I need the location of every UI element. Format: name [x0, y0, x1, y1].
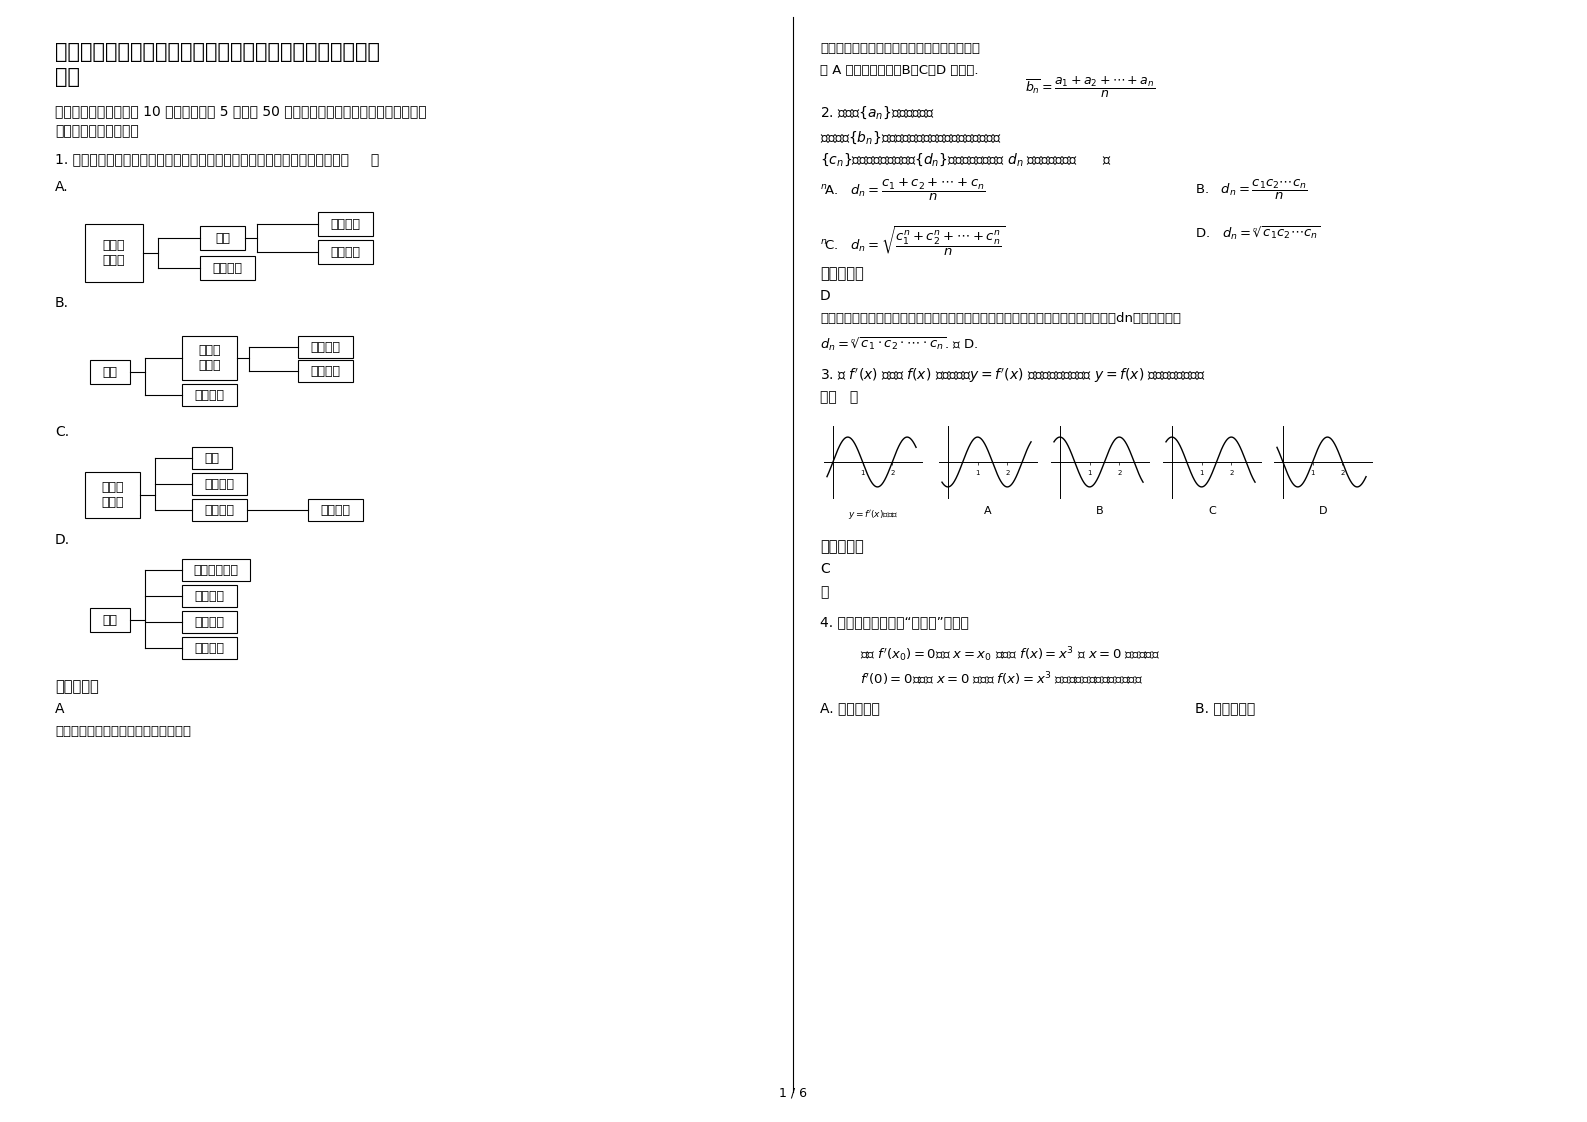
Text: 一、选择题：本大题共 10 小题，每小题 5 分，共 50 分。在每小题给出的四个选项中，只有: 一、选择题：本大题共 10 小题，每小题 5 分，共 50 分。在每小题给出的四…: [56, 104, 427, 118]
Text: 文科教师: 文科教师: [195, 616, 224, 628]
Text: 参考答案：: 参考答案：: [820, 266, 863, 280]
Text: 学校教职成员: 学校教职成员: [194, 563, 238, 577]
Text: D: D: [820, 289, 830, 303]
Text: 3. 设 $f'(x)$ 是函数 $f(x)$ 的导函数，$y=f'(x)$ 的图象如图所示，则 $y=f(x)$ 的图象最有可能的: 3. 设 $f'(x)$ 是函数 $f(x)$ 的导函数，$y=f'(x)$ 的…: [820, 367, 1206, 385]
Text: $y=f'(x)$的图象: $y=f'(x)$的图象: [847, 508, 898, 521]
Text: 学校教
职成员: 学校教 职成员: [103, 239, 125, 267]
FancyBboxPatch shape: [308, 499, 363, 521]
FancyBboxPatch shape: [192, 447, 232, 469]
FancyBboxPatch shape: [183, 335, 236, 380]
Text: A: A: [984, 506, 992, 516]
Text: 理科教师: 理科教师: [311, 340, 341, 353]
FancyBboxPatch shape: [298, 360, 352, 381]
Text: D.: D.: [56, 533, 70, 548]
Text: 教师: 教师: [103, 614, 117, 626]
Text: D: D: [1319, 506, 1327, 516]
Text: $d_n = \sqrt[n]{c_1 \cdot c_2 \cdot \cdots \cdot c_n}$. 选 D.: $d_n = \sqrt[n]{c_1 \cdot c_2 \cdot \cdo…: [820, 335, 979, 353]
FancyBboxPatch shape: [317, 212, 373, 236]
Text: 2. 若数列{$a_n$}是等差数列，: 2. 若数列{$a_n$}是等差数列，: [820, 104, 935, 121]
FancyBboxPatch shape: [183, 559, 251, 581]
Text: 略: 略: [820, 585, 828, 599]
Text: 如果 $f'(x_0)=0$，则 $x=x_0$ 是函数 $f(x)=x^3$ 在 $x=0$ 处的导数值: 如果 $f'(x_0)=0$，则 $x=x_0$ 是函数 $f(x)=x^3$ …: [860, 645, 1160, 664]
FancyBboxPatch shape: [200, 256, 256, 280]
Text: B.   $d_n = \dfrac{c_1 c_2 \cdots c_n}{n}$: B. $d_n = \dfrac{c_1 c_2 \cdots c_n}{n}$: [1195, 178, 1308, 202]
Text: 江苏省泰州市兴化乡中心中学高二数学理下学期期末试题含: 江苏省泰州市兴化乡中心中学高二数学理下学期期末试题含: [56, 42, 379, 62]
Text: A. 大前提错误: A. 大前提错误: [820, 701, 879, 715]
FancyBboxPatch shape: [183, 637, 236, 659]
Text: B. 小前提错误: B. 小前提错误: [1195, 701, 1255, 715]
Text: A.: A.: [56, 180, 68, 194]
FancyBboxPatch shape: [183, 585, 236, 607]
Text: D.   $d_n = \sqrt[n]{c_1 c_2 \cdots c_n}$: D. $d_n = \sqrt[n]{c_1 c_2 \cdots c_n}$: [1195, 224, 1320, 242]
Text: $^n\!$C.   $d_n = \sqrt{\dfrac{c_1^n+c_2^n+\cdots+c_n^n}{n}}$: $^n\!$C. $d_n = \sqrt{\dfrac{c_1^n+c_2^n…: [820, 224, 1005, 258]
FancyBboxPatch shape: [200, 226, 244, 250]
Text: 参考答案：: 参考答案：: [56, 679, 98, 695]
Text: 1. 学校教职成员、教师、后勤人员、理科教师、文科教师的结构图正确的是（     ）: 1. 学校教职成员、教师、后勤人员、理科教师、文科教师的结构图正确的是（ ）: [56, 151, 379, 166]
Text: B.: B.: [56, 296, 68, 310]
FancyBboxPatch shape: [90, 608, 130, 632]
Text: ，则数列{$b_n$}也为等差数列，类比这一性质可知，若: ，则数列{$b_n$}也为等差数列，类比这一性质可知，若: [820, 129, 1001, 146]
FancyBboxPatch shape: [183, 384, 236, 406]
Text: 1 / 6: 1 / 6: [779, 1087, 808, 1100]
Text: 理科教师: 理科教师: [330, 218, 360, 230]
Text: 文科教师: 文科教师: [311, 365, 341, 377]
Text: C.: C.: [56, 425, 70, 439]
Text: 教师: 教师: [214, 231, 230, 245]
Text: {$c_n$}是正项等比数列，且{$d_n$}也是等比数列，则 $d_n$ 的表达式应为（      ）: {$c_n$}是正项等比数列，且{$d_n$}也是等比数列，则 $d_n$ 的表…: [820, 151, 1111, 168]
Text: 理科教师和文科教师是并列关系，属于教师，: 理科教师和文科教师是并列关系，属于教师，: [820, 42, 981, 55]
Text: C: C: [820, 562, 830, 576]
FancyBboxPatch shape: [86, 472, 140, 518]
Text: $f'(0)=0$，所以 $x=0$ 是函数 $f(x)=x^3$ 的极值点。你认为以上推理的: $f'(0)=0$，所以 $x=0$ 是函数 $f(x)=x^3$ 的极值点。你…: [860, 670, 1143, 688]
Text: 解析: 解析: [56, 67, 79, 88]
Text: A: A: [56, 702, 65, 716]
Text: 4. 某人进行了如下的“三段论”推理：: 4. 某人进行了如下的“三段论”推理：: [820, 615, 970, 629]
Text: 教师: 教师: [205, 451, 219, 465]
Text: $\overline{b_n} = \dfrac{a_1+a_2+\cdots+a_n}{n}$: $\overline{b_n} = \dfrac{a_1+a_2+\cdots+…: [1025, 75, 1155, 100]
Text: 参考答案：: 参考答案：: [820, 539, 863, 554]
Text: 学校教
职成员: 学校教 职成员: [198, 344, 221, 373]
Text: 理科教师: 理科教师: [321, 504, 351, 516]
Text: 文科教师: 文科教师: [205, 504, 235, 516]
Text: 后勤人员: 后勤人员: [195, 388, 224, 402]
Text: C: C: [1208, 506, 1216, 516]
Text: 文科教师: 文科教师: [330, 246, 360, 258]
Text: 将等差数列中的加法和除法分别类比成等比数列中的乘法和开方，可得在等比数列中dn的表达式应为: 将等差数列中的加法和除法分别类比成等比数列中的乘法和开方，可得在等比数列中dn的…: [820, 312, 1181, 325]
Text: 故 A 中结构图正确，B、C、D 不正确.: 故 A 中结构图正确，B、C、D 不正确.: [820, 64, 979, 77]
FancyBboxPatch shape: [192, 499, 248, 521]
Text: $^n\!$A.   $d_n = \dfrac{c_1+c_2+\cdots+c_n}{n}$: $^n\!$A. $d_n = \dfrac{c_1+c_2+\cdots+c_…: [820, 178, 986, 203]
Text: 教师: 教师: [103, 366, 117, 378]
FancyBboxPatch shape: [86, 224, 143, 282]
Text: 后勤人员: 后勤人员: [213, 261, 243, 275]
Text: 学校教
职成员: 学校教 职成员: [102, 481, 124, 509]
Text: 理科教师: 理科教师: [195, 589, 224, 603]
Text: 后勤人员: 后勤人员: [195, 642, 224, 654]
Text: 是一个符合题目要求的: 是一个符合题目要求的: [56, 125, 138, 138]
FancyBboxPatch shape: [317, 240, 373, 264]
FancyBboxPatch shape: [90, 360, 130, 384]
FancyBboxPatch shape: [183, 611, 236, 633]
Text: B: B: [1097, 506, 1105, 516]
FancyBboxPatch shape: [298, 335, 352, 358]
FancyBboxPatch shape: [192, 473, 248, 495]
Text: 是（   ）: 是（ ）: [820, 390, 859, 404]
Text: 教师和后勤人员都属于学校教职成员，: 教师和后勤人员都属于学校教职成员，: [56, 725, 190, 738]
Text: 后勤人员: 后勤人员: [205, 478, 235, 490]
